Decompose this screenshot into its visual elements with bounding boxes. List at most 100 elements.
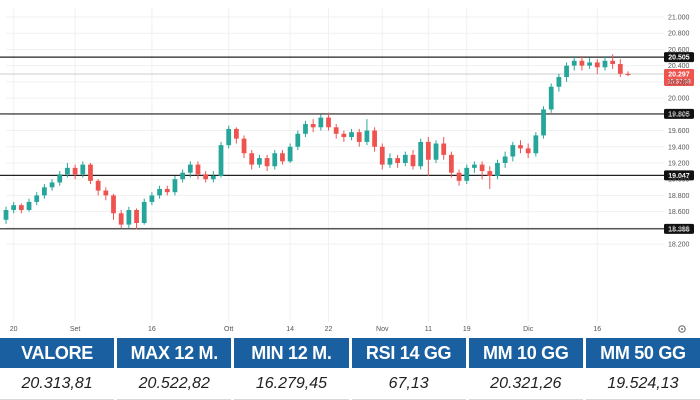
candle-body[interactable] [157,188,162,196]
candle-body[interactable] [210,175,216,180]
candle-body[interactable] [433,143,439,160]
candle-body[interactable] [402,154,408,163]
candle-body[interactable] [318,117,324,128]
candle-body[interactable] [257,158,262,165]
x-tick-label: Nov [376,326,389,333]
candle-body[interactable] [333,127,339,134]
candle-body[interactable] [387,158,393,165]
candle-body[interactable] [72,167,78,175]
candle-body[interactable] [164,188,170,193]
candle-body[interactable] [472,164,477,168]
candle-body[interactable] [464,167,470,181]
candle-body[interactable] [364,130,370,142]
candle-body[interactable] [510,145,516,157]
candle-body[interactable] [556,77,562,87]
candle-body[interactable] [18,205,24,211]
stat-header: MM 10 GG [468,338,583,368]
candle-body[interactable] [479,164,485,172]
candle-body[interactable] [187,164,193,173]
candle-body[interactable] [418,141,424,167]
candle-body[interactable] [579,60,585,66]
candle-body[interactable] [518,145,523,149]
y-tick-label: 19.800 [668,112,690,119]
candle-body[interactable] [349,132,354,138]
candle-body[interactable] [118,213,124,225]
candle-body[interactable] [180,172,185,180]
candle-body[interactable] [65,167,70,175]
candle-body[interactable] [3,210,9,220]
level-badge-label: 19.805 [668,111,690,118]
candle-body[interactable] [264,158,270,167]
candle-body[interactable] [49,182,55,188]
candle-body[interactable] [356,132,362,142]
level-badge-label: 20.505 [668,55,690,62]
candle-body[interactable] [241,138,247,154]
candles-layer[interactable] [3,54,631,230]
candle-body[interactable] [541,109,546,136]
candle-body[interactable] [533,135,539,154]
candle-body[interactable] [610,60,616,65]
level-badge [664,52,694,63]
y-tick-label: 20.400 [668,63,690,70]
candle-body[interactable] [141,201,147,223]
candle-body[interactable] [26,201,32,211]
candle-body[interactable] [449,154,454,173]
candle-body[interactable] [280,153,285,162]
candle-body[interactable] [594,62,600,68]
candle-body[interactable] [617,64,623,74]
grid-layer [6,8,664,322]
candle-body[interactable] [456,172,462,181]
stat-column-mm-50: MM 50 GG 19.524,13 [585,338,700,400]
candle-body[interactable] [149,195,155,202]
candle-body[interactable] [379,146,385,165]
candle-body[interactable] [487,171,493,176]
candle-body[interactable] [57,174,63,183]
candle-body[interactable] [172,179,178,193]
candle-body[interactable] [310,124,316,128]
candle-body[interactable] [341,133,347,138]
candle-body[interactable] [548,86,554,110]
x-tick-label: 22 [325,326,333,333]
candle-body[interactable] [95,180,101,191]
candle-body[interactable] [326,117,331,128]
candle-body[interactable] [564,65,569,78]
candle-body[interactable] [126,210,132,225]
candle-body[interactable] [80,164,86,175]
candle-body[interactable] [625,73,631,75]
candle-body[interactable] [134,210,139,223]
candle-body[interactable] [502,156,508,163]
candle-body[interactable] [88,164,93,181]
candle-body[interactable] [372,130,377,147]
candle-body[interactable] [226,128,232,146]
candle-body[interactable] [525,148,531,154]
candle-body[interactable] [233,128,239,139]
candle-body[interactable] [203,174,209,180]
candle-body[interactable] [103,190,109,196]
candle-body[interactable] [495,162,500,176]
stat-header: VALORE [0,338,115,368]
candle-body[interactable] [11,205,17,211]
candle-body[interactable] [395,158,401,163]
candle-body[interactable] [287,146,293,162]
y-tick-label: 19.000 [668,177,690,184]
price-chart[interactable]: 20.505 19.805 19.047 18.388 20.297 15:37:38 2… [0,0,700,340]
gear-icon[interactable] [678,325,686,333]
candle-body[interactable] [587,62,592,66]
candle-body[interactable] [272,153,278,167]
candle-body[interactable] [42,187,47,196]
candle-body[interactable] [303,124,308,134]
candle-body[interactable] [602,60,608,68]
candle-body[interactable] [218,145,224,176]
candle-body[interactable] [295,133,301,147]
candle-body[interactable] [571,60,577,66]
candle-body[interactable] [34,195,40,202]
candle-body[interactable] [249,153,255,165]
candle-body[interactable] [425,141,431,160]
candle-body[interactable] [441,143,447,155]
candle-body[interactable] [410,154,416,167]
stats-table: VALORE 20.313,81 MAX 12 M. 20.522,82 MIN… [0,338,700,400]
candle-body[interactable] [195,164,201,175]
candle-body[interactable] [111,195,116,214]
